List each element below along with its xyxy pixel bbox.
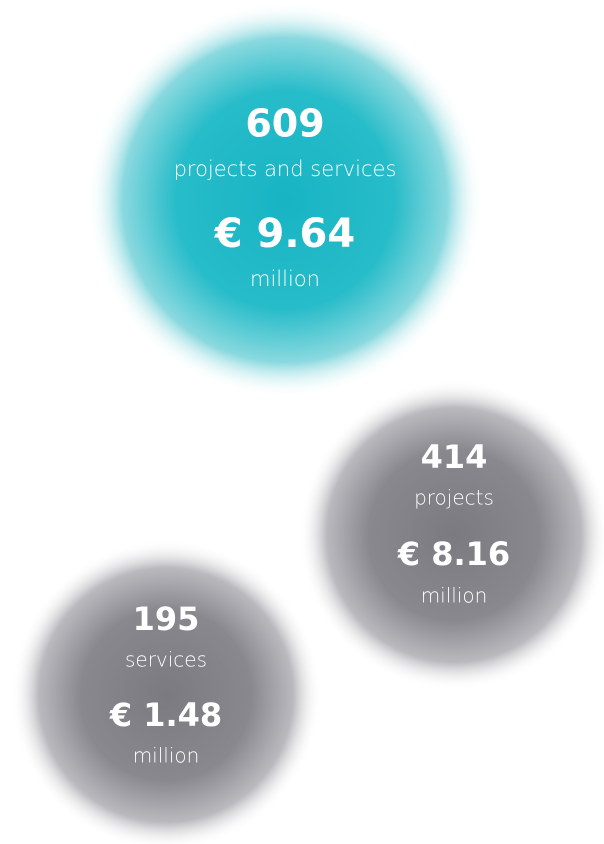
bubble-amount: € 8.16 xyxy=(397,535,510,573)
bubble-circle xyxy=(87,2,483,398)
bubble-label: projects xyxy=(414,486,494,510)
bubble-number: 609 xyxy=(245,102,324,146)
bubble: 195 services € 1.48 million xyxy=(11,540,321,844)
bubble-unit: million xyxy=(250,267,320,291)
bubble-unit: million xyxy=(133,744,200,768)
bubble-number: 414 xyxy=(421,438,488,476)
bubble-amount: € 1.48 xyxy=(109,696,222,734)
bubble-label: projects and services xyxy=(174,157,397,181)
bubble-number: 195 xyxy=(133,600,200,638)
bubble: 609 projects and services € 9.64 million xyxy=(87,2,483,398)
bubble-circle xyxy=(11,540,321,844)
bubble-amount: € 9.64 xyxy=(214,211,355,257)
bubble-unit: million xyxy=(421,584,488,608)
bubble: 414 projects € 8.16 million xyxy=(299,380,604,690)
bubble-circle xyxy=(299,380,604,690)
bubble-label: services xyxy=(125,648,207,672)
